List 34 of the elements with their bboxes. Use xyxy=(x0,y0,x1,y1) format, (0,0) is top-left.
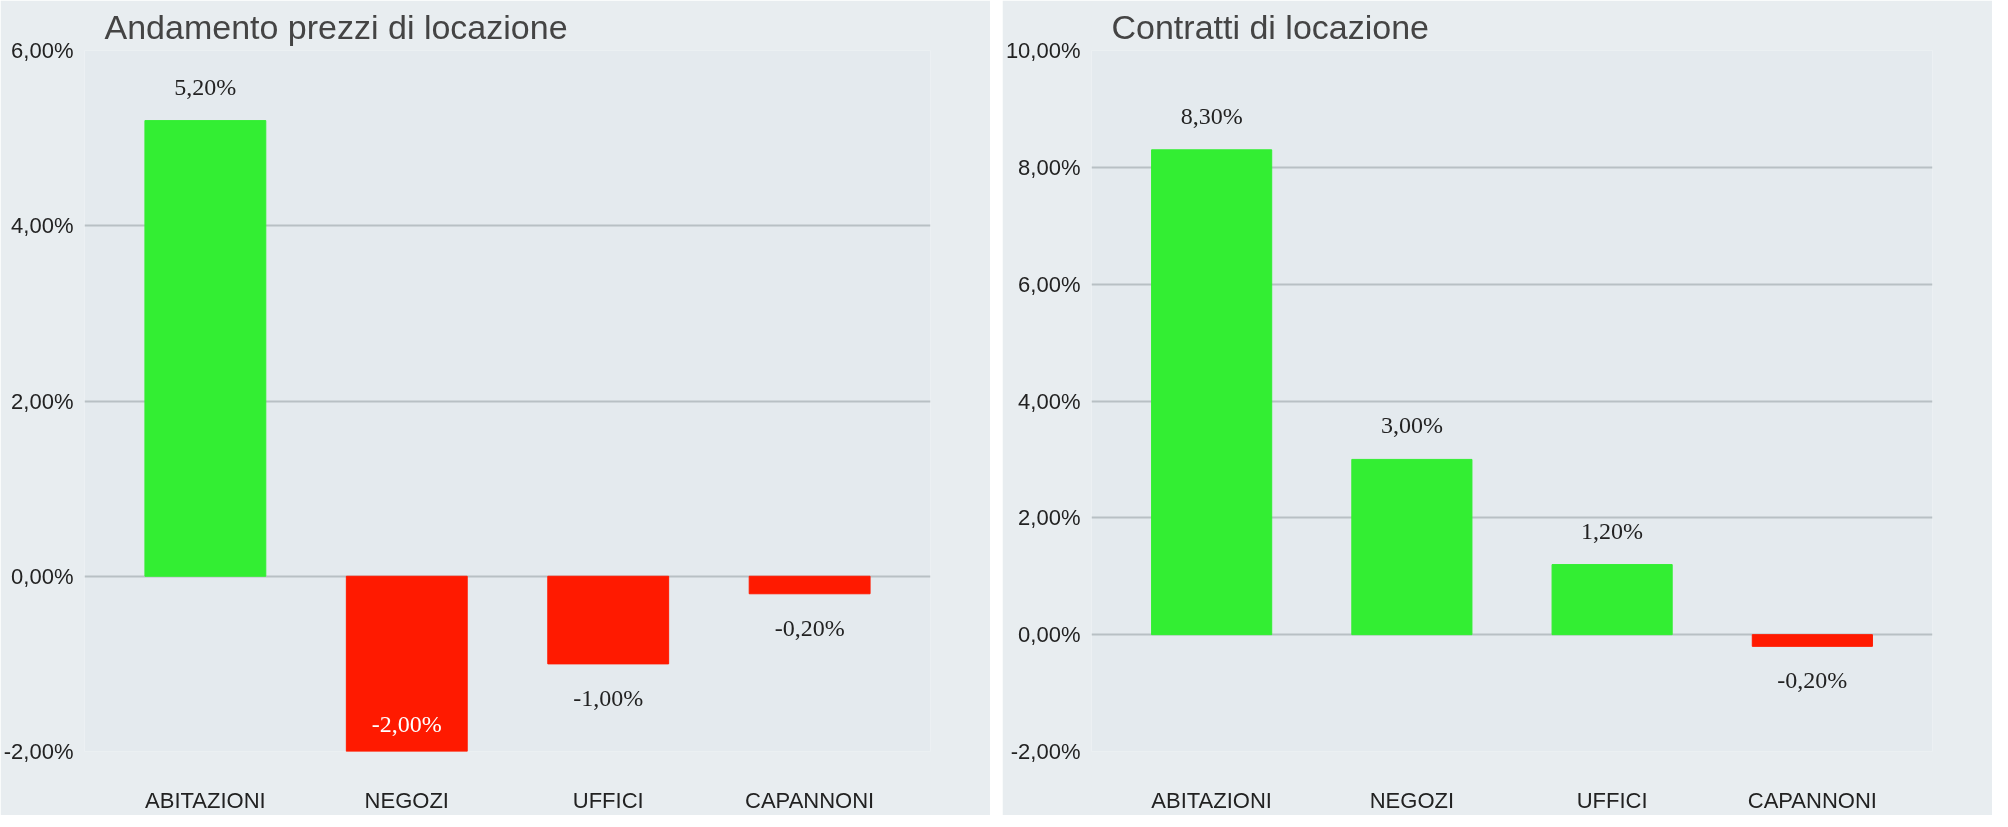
chart-title: Andamento prezzi di locazione xyxy=(104,7,568,46)
data-label: -0,20% xyxy=(774,614,845,641)
bar xyxy=(1151,149,1273,636)
y-tick-label: 0,00% xyxy=(11,563,74,589)
x-tick-label: NEGOZI xyxy=(1369,787,1455,813)
bar xyxy=(1551,564,1673,636)
x-tick-label: NEGOZI xyxy=(364,787,449,813)
y-tick-label: 4,00% xyxy=(1018,388,1081,414)
chart-title: Contratti di locazione xyxy=(1111,7,1430,46)
y-tick-label: 0,00% xyxy=(1018,622,1081,648)
data-label: 1,20% xyxy=(1581,517,1644,544)
y-tick-label: 2,00% xyxy=(1018,505,1081,531)
x-tick-label: ABITAZIONI xyxy=(1151,787,1272,813)
bar xyxy=(1751,634,1873,647)
y-tick-label: 6,00% xyxy=(11,38,74,63)
y-tick-label: 2,00% xyxy=(11,388,74,414)
bar xyxy=(1351,458,1473,636)
x-tick-label: UFFICI xyxy=(572,787,644,813)
y-tick-label: 10,00% xyxy=(1005,38,1081,63)
data-label: 3,00% xyxy=(1380,412,1443,439)
data-label: -0,20% xyxy=(1777,667,1848,694)
y-tick-label: -2,00% xyxy=(1010,739,1081,764)
data-label: 8,30% xyxy=(1180,102,1243,129)
x-tick-label: ABITAZIONI xyxy=(145,787,266,813)
y-tick-label: -2,00% xyxy=(3,739,74,764)
y-tick-label: 8,00% xyxy=(1018,154,1081,180)
data-label: -1,00% xyxy=(573,684,644,711)
x-tick-label: CAPANNONI xyxy=(1747,787,1877,813)
data-label: 5,20% xyxy=(174,73,237,100)
data-label: -2,00% xyxy=(371,711,442,738)
x-tick-label: CAPANNONI xyxy=(745,787,875,813)
x-tick-label: UFFICI xyxy=(1576,787,1648,813)
y-tick-label: 4,00% xyxy=(11,213,74,239)
y-tick-label: 6,00% xyxy=(1018,271,1081,297)
